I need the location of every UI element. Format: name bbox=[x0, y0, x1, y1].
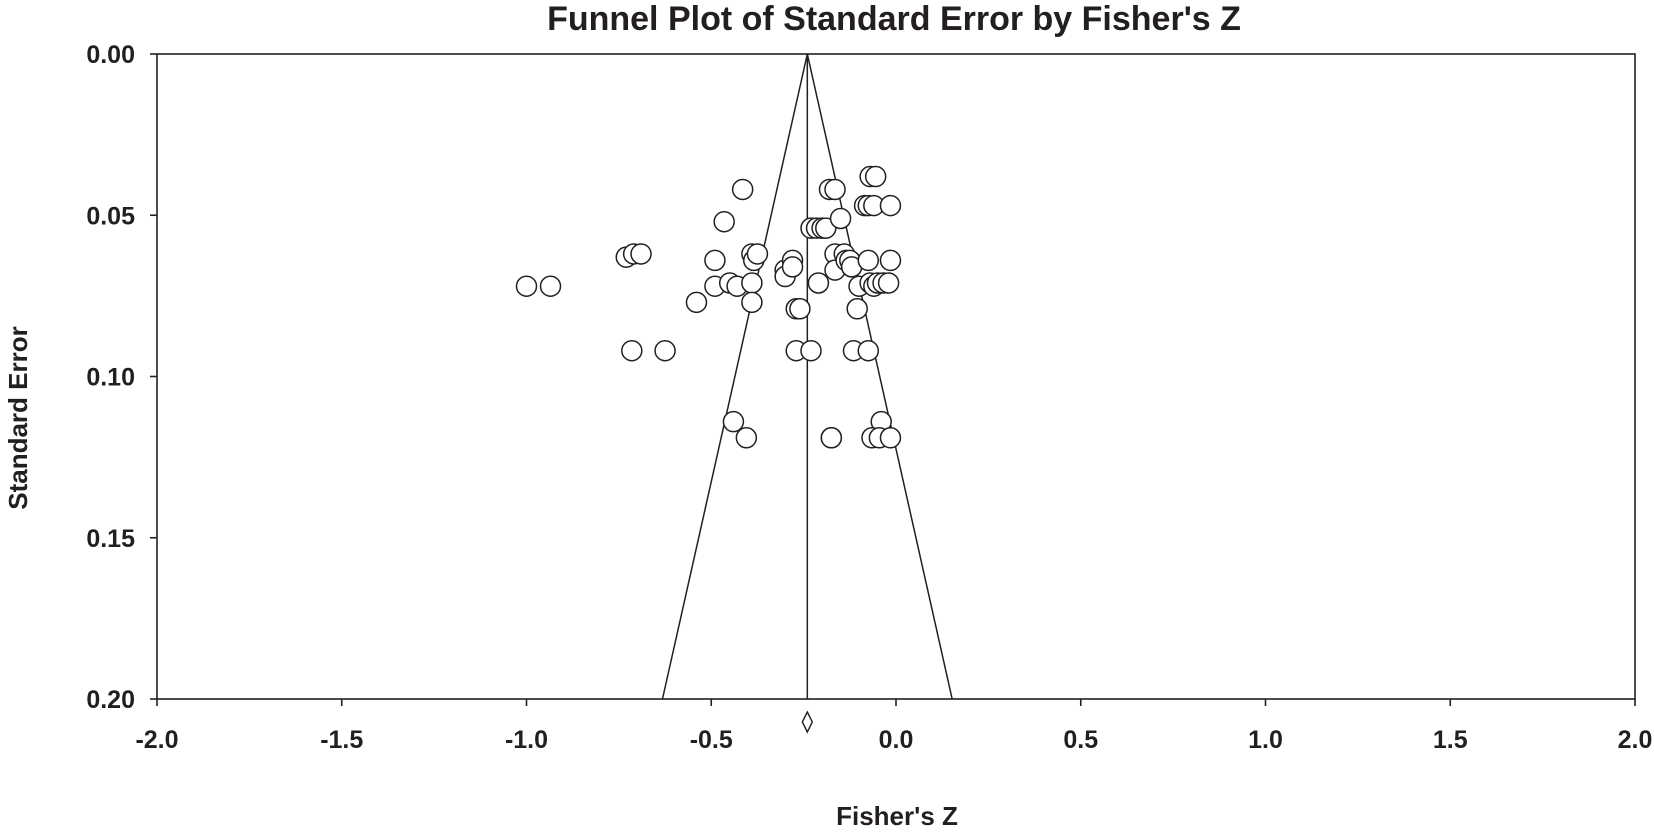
study-points bbox=[515, 165, 902, 449]
x-tick-label: -1.5 bbox=[320, 726, 363, 754]
study-point bbox=[621, 339, 643, 362]
study-point bbox=[807, 272, 830, 294]
study-point bbox=[846, 298, 868, 320]
x-tick-label: -1.0 bbox=[505, 726, 548, 754]
study-point bbox=[704, 249, 726, 272]
plot-frame bbox=[156, 53, 1636, 700]
study-point bbox=[539, 275, 562, 297]
study-point bbox=[820, 427, 843, 449]
study-point bbox=[746, 243, 769, 265]
x-tick-label: 0.5 bbox=[1063, 726, 1098, 754]
chart-title: Funnel Plot of Standard Error by Fisher'… bbox=[547, 0, 1241, 38]
x-tick-label: 2.0 bbox=[1618, 726, 1653, 754]
funnel-right-limit bbox=[806, 53, 953, 700]
study-point bbox=[685, 291, 708, 314]
study-point bbox=[741, 291, 763, 314]
y-tick-label: 0.05 bbox=[86, 202, 135, 230]
study-point bbox=[731, 178, 754, 201]
study-point bbox=[722, 410, 745, 433]
study-point bbox=[815, 217, 837, 239]
summary-diamond bbox=[801, 710, 814, 734]
study-point bbox=[864, 165, 887, 188]
study-point bbox=[781, 256, 804, 278]
study-point bbox=[824, 178, 846, 201]
study-point bbox=[857, 249, 880, 272]
study-point bbox=[879, 249, 902, 272]
y-tick-label: 0.20 bbox=[86, 686, 135, 714]
study-point bbox=[713, 210, 735, 233]
funnel-left-limit bbox=[661, 53, 809, 700]
study-point bbox=[829, 207, 852, 230]
x-axis: -2.0 -1.5 -1.0 -0.5 0.0 0.5 1.0 1.5 2.0 bbox=[135, 699, 1652, 754]
study-point bbox=[735, 427, 758, 449]
study-point bbox=[741, 272, 763, 294]
x-axis-title: Fisher's Z bbox=[836, 801, 958, 831]
y-axis: 0.00 0.05 0.10 0.15 0.20 bbox=[86, 41, 157, 714]
study-point bbox=[877, 272, 900, 294]
study-point bbox=[789, 298, 811, 320]
study-point bbox=[800, 339, 822, 362]
x-tick-label: 1.5 bbox=[1433, 726, 1468, 754]
funnel-lines bbox=[661, 53, 953, 734]
study-point bbox=[515, 275, 538, 297]
y-axis-title: Standard Error bbox=[3, 326, 33, 510]
study-point bbox=[654, 339, 676, 362]
x-tick-label: 1.0 bbox=[1248, 726, 1283, 754]
study-point bbox=[857, 339, 880, 362]
study-point bbox=[879, 427, 902, 449]
x-tick-label: -2.0 bbox=[135, 726, 178, 754]
study-point bbox=[630, 243, 652, 265]
y-tick-label: 0.15 bbox=[86, 525, 135, 553]
x-tick-label: 0.0 bbox=[879, 726, 914, 754]
y-tick-label: 0.00 bbox=[86, 41, 135, 69]
y-tick-label: 0.10 bbox=[86, 364, 135, 392]
x-tick-label: -0.5 bbox=[690, 726, 733, 754]
study-point bbox=[879, 194, 902, 217]
